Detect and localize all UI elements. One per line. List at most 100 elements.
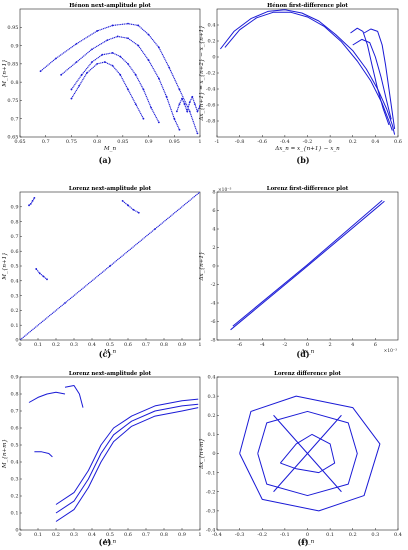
- x-axis-label: Δx_n: [300, 349, 315, 355]
- y-tick-label: -0.2: [206, 71, 216, 77]
- x-exponent-label: ×10⁻³: [384, 348, 398, 354]
- data-point: [91, 48, 93, 51]
- panel-caption: (a): [99, 155, 112, 165]
- x-tick-label: 0.7: [42, 139, 50, 145]
- y-tick-label: 0.1: [11, 511, 19, 517]
- series-3-trace: [35, 268, 48, 280]
- x-axis-label: M_n: [103, 349, 117, 355]
- data-point: [55, 57, 57, 60]
- x-tick-label: 6: [374, 342, 377, 348]
- data-point: [196, 110, 199, 113]
- x-tick-label: -0.2: [303, 139, 313, 145]
- data-point: [96, 30, 99, 32]
- x-tick-label: 0.3: [371, 532, 379, 538]
- x-tick-label: -0.8: [235, 139, 245, 145]
- y-tick-label: 0: [212, 264, 215, 270]
- y-tick-label: 0.4: [11, 460, 19, 466]
- data-point: [64, 302, 66, 304]
- y-tick-label: 0.3: [11, 293, 19, 299]
- data-point: [20, 339, 21, 340]
- y-tick-label: 0.85: [7, 62, 18, 68]
- data-point: [137, 44, 140, 47]
- data-point: [150, 106, 153, 109]
- x-tick-label: 0.6: [124, 342, 132, 348]
- data-point: [78, 84, 81, 87]
- data-point: [199, 105, 200, 107]
- y-tick-label: 0.5: [11, 443, 19, 449]
- x-tick-label: 0: [18, 532, 21, 538]
- data-point: [70, 88, 73, 91]
- data-point: [142, 117, 145, 120]
- y-tick-label: 0.2: [11, 494, 19, 500]
- x-tick-label: 0.3: [70, 342, 78, 348]
- x-tick-label: 0: [306, 342, 309, 348]
- x-tick-label: 0.5: [106, 532, 114, 538]
- data-point: [31, 199, 34, 202]
- data-point: [60, 73, 63, 76]
- data-point: [173, 117, 176, 120]
- series-0-line: [55, 407, 199, 522]
- y-tick-label: 0.8: [11, 80, 19, 86]
- y-tick-label: -6: [211, 319, 216, 325]
- y-tick-label: -2: [211, 282, 216, 288]
- data-point: [111, 51, 114, 54]
- data-point: [199, 192, 200, 193]
- x-tick-label: 0.2: [349, 532, 357, 538]
- panel-caption: (c): [99, 349, 112, 359]
- data-point: [109, 265, 111, 267]
- y-tick-label: 0.1: [208, 432, 216, 438]
- y-tick-label: 0.8: [11, 392, 19, 398]
- y-tick-label: 2: [212, 245, 215, 251]
- x-tick-label: 1: [198, 342, 201, 348]
- data-point: [111, 64, 114, 67]
- series-0-line: [239, 395, 381, 512]
- data-point: [106, 39, 109, 41]
- plot-frame: [19, 8, 201, 138]
- series-2-trace: [70, 52, 160, 123]
- data-point: [178, 88, 181, 91]
- series-1-line: [232, 199, 383, 327]
- y-tick-label: 0.2: [11, 308, 19, 314]
- data-point: [127, 22, 129, 25]
- series-3-line: [28, 391, 66, 403]
- data-point: [119, 73, 122, 76]
- plot-area: [28, 385, 199, 522]
- x-tick-label: 0.3: [70, 532, 78, 538]
- data-point: [157, 121, 160, 124]
- data-point: [121, 199, 124, 202]
- plot-area: [39, 22, 200, 135]
- y-tick-label: -0.6: [206, 103, 216, 109]
- x-tick-label: 0: [329, 139, 332, 145]
- data-point: [181, 97, 183, 100]
- y-axis-label: Δx_{n+1}: [199, 252, 205, 282]
- chart-title: Hénon first-difference plot: [267, 2, 348, 9]
- data-point: [188, 101, 191, 104]
- x-tick-label: 0.5: [106, 342, 114, 348]
- data-point: [193, 103, 196, 105]
- data-point: [111, 24, 114, 27]
- data-point: [127, 88, 129, 91]
- x-tick-label: 0.75: [66, 139, 77, 145]
- data-point: [29, 202, 32, 205]
- series-4-line: [279, 433, 336, 474]
- x-tick-label: 0.4: [371, 139, 379, 145]
- y-tick-label: 0.7: [11, 409, 19, 415]
- x-tick-label: -0.1: [280, 532, 290, 538]
- y-axis-label: Δx_{n+1} = x_{n+2} − x_{n+1}: [199, 25, 205, 121]
- data-point: [46, 278, 48, 281]
- data-point: [137, 24, 140, 27]
- data-point: [28, 204, 30, 207]
- x-axis-label: M_n: [103, 146, 117, 152]
- y-exponent-label: ×10⁻³: [218, 187, 232, 193]
- series-2-trace: [122, 200, 140, 214]
- x-tick-label: 1: [198, 532, 201, 538]
- x-tick-label: 2: [329, 342, 332, 348]
- x-tick-label: 0.2: [349, 139, 357, 145]
- chart-panel-d: Lorenz first-difference plot -6 -4 -2 0 2 4 6 -8…: [199, 186, 399, 355]
- x-tick-label: -2: [282, 342, 287, 348]
- x-tick-label: 0.9: [145, 139, 153, 145]
- x-tick-label: 0.85: [117, 139, 128, 145]
- series-0-line: [219, 9, 396, 135]
- panel-caption: (b): [296, 155, 309, 165]
